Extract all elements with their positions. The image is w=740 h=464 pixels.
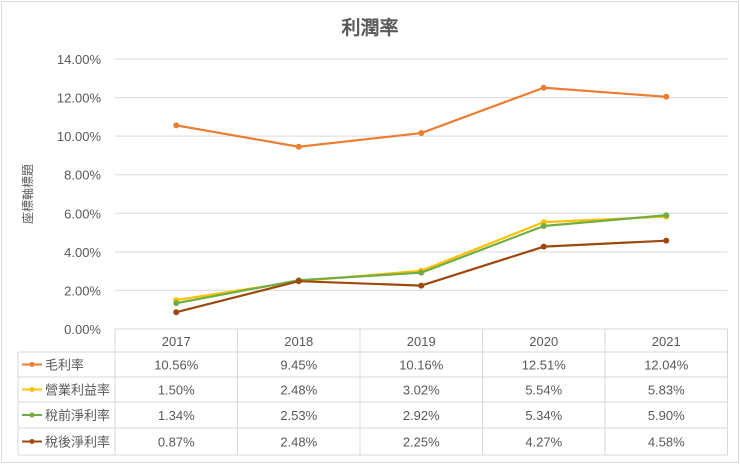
legend-label: 毛利率 — [45, 358, 84, 373]
data-point-3-0 — [173, 309, 180, 316]
data-point-0-1 — [295, 143, 302, 150]
data-point-3-1 — [295, 278, 302, 285]
data-table-cell: 5.83% — [648, 383, 685, 398]
y-tick-label: 12.00% — [57, 91, 102, 106]
data-table-cell: 1.50% — [158, 383, 195, 398]
x-tick-label: 2017 — [162, 334, 191, 349]
legend-label: 營業利益率 — [45, 383, 110, 398]
y-tick-label: 2.00% — [64, 283, 101, 298]
data-point-0-2 — [418, 130, 425, 137]
data-point-2-2 — [418, 269, 425, 276]
legend-marker-2 — [29, 412, 35, 418]
y-tick-label: 6.00% — [64, 206, 101, 221]
data-point-0-0 — [173, 122, 180, 129]
data-table-cell: 2.92% — [403, 408, 440, 423]
y-tick-label: 14.00% — [57, 52, 102, 67]
data-table-cell: 10.16% — [399, 358, 444, 373]
data-point-3-2 — [418, 282, 425, 289]
legend-label: 稅後淨利率 — [45, 435, 110, 450]
legend-label: 稅前淨利率 — [45, 408, 110, 423]
data-table-cell: 2.53% — [280, 408, 317, 423]
data-table-cell: 5.90% — [648, 408, 685, 423]
legend-marker-1 — [29, 387, 35, 392]
x-tick-label: 2020 — [529, 334, 558, 349]
y-axis-title: 座標軸標題 — [20, 164, 35, 224]
data-table-cell: 5.54% — [525, 383, 562, 398]
data-table-cell: 4.27% — [525, 435, 562, 450]
data-table-cell: 2.48% — [280, 435, 317, 450]
data-table-cell: 5.34% — [525, 408, 562, 423]
y-tick-label: 8.00% — [64, 168, 101, 183]
data-table-cell: 10.56% — [154, 358, 199, 373]
data-table-cell: 2.25% — [403, 435, 440, 450]
data-table-cell: 1.34% — [158, 408, 195, 423]
y-tick-label: 4.00% — [64, 245, 101, 260]
x-tick-label: 2021 — [652, 334, 681, 349]
data-point-2-0 — [173, 300, 180, 307]
data-point-0-3 — [540, 84, 547, 91]
data-point-2-3 — [540, 223, 547, 230]
data-point-3-4 — [663, 237, 670, 244]
legend-marker-0 — [29, 362, 35, 367]
data-table-cell: 9.45% — [280, 358, 317, 373]
x-tick-label: 2018 — [284, 334, 313, 349]
data-point-0-4 — [663, 93, 670, 100]
legend-marker-3 — [29, 439, 35, 444]
data-point-3-3 — [540, 243, 547, 250]
series-line-0 — [176, 86, 667, 148]
data-point-2-4 — [663, 212, 670, 219]
y-tick-label: 10.00% — [57, 129, 102, 144]
data-table-cell: 12.51% — [522, 358, 567, 373]
data-table-cell: 4.58% — [648, 435, 685, 450]
data-table-cell: 12.04% — [644, 358, 689, 373]
data-table-cell: 3.02% — [403, 383, 440, 398]
chart-title: 利潤率 — [341, 16, 398, 39]
x-tick-label: 2019 — [407, 334, 436, 349]
data-table-cell: 2.48% — [280, 383, 317, 398]
y-tick-label: 0.00% — [64, 322, 101, 337]
data-table-cell: 0.87% — [158, 435, 195, 450]
